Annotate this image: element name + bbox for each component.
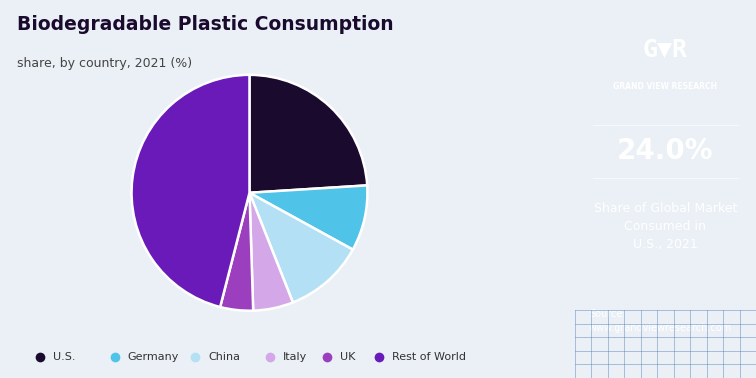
Text: Germany: Germany	[128, 352, 179, 362]
Text: Biodegradable Plastic Consumption: Biodegradable Plastic Consumption	[17, 15, 394, 34]
Wedge shape	[132, 75, 249, 307]
Text: U.S.: U.S.	[53, 352, 76, 362]
Text: UK: UK	[340, 352, 355, 362]
Wedge shape	[220, 193, 253, 311]
Text: share, by country, 2021 (%): share, by country, 2021 (%)	[17, 57, 192, 70]
Text: Italy: Italy	[283, 352, 307, 362]
Wedge shape	[249, 193, 293, 311]
Wedge shape	[249, 185, 367, 249]
Text: 24.0%: 24.0%	[617, 137, 714, 165]
Text: Source:
www.grandviewresearch.com: Source: www.grandviewresearch.com	[589, 310, 733, 333]
Wedge shape	[249, 193, 353, 302]
Wedge shape	[249, 75, 367, 193]
Text: Rest of World: Rest of World	[392, 352, 466, 362]
Text: Share of Global Market
Consumed in
U.S., 2021: Share of Global Market Consumed in U.S.,…	[593, 202, 737, 251]
Text: GRAND VIEW RESEARCH: GRAND VIEW RESEARCH	[613, 82, 717, 91]
Text: G▼R: G▼R	[643, 37, 688, 61]
Text: China: China	[208, 352, 240, 362]
